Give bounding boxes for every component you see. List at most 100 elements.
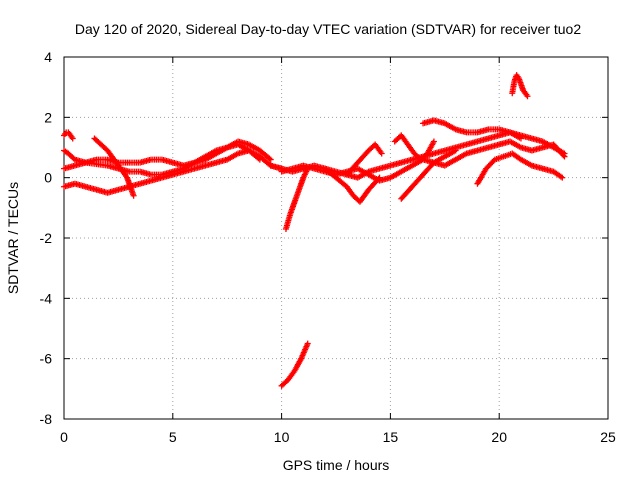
- data-point-dense: [62, 148, 70, 156]
- data-point: [524, 93, 531, 100]
- data-point-dense: [405, 142, 417, 156]
- grid: [64, 57, 608, 419]
- data-point: [378, 150, 385, 157]
- data-point-dense: [112, 158, 123, 171]
- data-point-dense: [356, 166, 371, 177]
- data-point-dense: [105, 149, 116, 162]
- data-point: [69, 135, 76, 142]
- x-tick-label: 25: [600, 429, 616, 445]
- y-tick-label: 0: [44, 170, 52, 186]
- data-point-dense: [454, 151, 469, 162]
- data-point-dense: [388, 169, 403, 180]
- x-tick-label: 15: [383, 429, 399, 445]
- x-tick-label: 20: [491, 429, 507, 445]
- data-point-dense: [432, 154, 447, 165]
- data-point-dense: [419, 151, 430, 162]
- data-point-dense: [214, 145, 229, 156]
- data-point-dense: [516, 76, 524, 86]
- data-point: [561, 153, 568, 160]
- data-point-dense: [518, 82, 526, 92]
- data-point-dense: [323, 166, 338, 180]
- data-point-dense: [552, 169, 564, 180]
- data-point-dense: [279, 377, 290, 388]
- data-point-dense: [399, 184, 415, 201]
- data-point-dense: [203, 148, 218, 159]
- data-point: [452, 147, 459, 154]
- data-point-dense: [443, 148, 458, 159]
- data-point-dense: [99, 142, 110, 153]
- data-point-dense: [66, 151, 77, 162]
- data-point-dense: [399, 133, 410, 146]
- data-point-dense: [355, 148, 371, 165]
- data-point: [304, 340, 311, 347]
- series-track-i: [278, 340, 311, 389]
- data-point-dense: [203, 151, 218, 162]
- data-point-dense: [443, 157, 458, 168]
- data-point-dense: [247, 142, 262, 153]
- data-point-dense: [225, 139, 240, 150]
- data-point-dense: [508, 139, 523, 150]
- data-point: [267, 156, 274, 163]
- data-point-dense: [124, 176, 137, 198]
- data-points: [61, 72, 568, 389]
- y-tick-label: -4: [40, 290, 53, 306]
- data-point-dense: [443, 121, 458, 132]
- data-point: [130, 192, 137, 199]
- x-tick-label: 5: [169, 429, 177, 445]
- data-point-dense: [344, 160, 360, 177]
- data-point-dense: [225, 151, 240, 162]
- data-point-dense: [373, 142, 384, 156]
- series-track-e: [91, 135, 137, 199]
- data-point-dense: [410, 172, 425, 189]
- data-point-dense: [258, 154, 273, 168]
- chart-title: Day 120 of 2020, Sidereal Day-to-day VTE…: [75, 21, 582, 37]
- data-point-dense: [425, 139, 437, 156]
- series-track-k: [343, 141, 385, 178]
- data-point-dense: [475, 167, 489, 186]
- data-point-dense: [301, 167, 310, 180]
- data-point: [517, 135, 524, 142]
- data-point: [559, 174, 566, 181]
- series-track-d: [61, 129, 76, 142]
- series-track-o: [474, 150, 566, 187]
- data-point-dense: [510, 151, 523, 162]
- series-track-n: [420, 117, 524, 142]
- y-tick-label: 2: [44, 109, 52, 125]
- x-tick-label: 0: [60, 429, 68, 445]
- data-point-dense: [258, 148, 273, 162]
- data-point-dense: [357, 188, 371, 204]
- data-point-dense: [511, 73, 520, 83]
- series-track-m: [391, 132, 437, 163]
- data-point-dense: [519, 157, 534, 168]
- y-tick-label: -2: [40, 230, 53, 246]
- x-axis-label: GPS time / hours: [283, 457, 390, 473]
- y-axis-label: SDTVAR / TECUs: [5, 182, 21, 294]
- data-point-dense: [399, 163, 414, 174]
- data-point-dense: [334, 175, 349, 189]
- data-point-dense: [509, 79, 518, 95]
- data-point: [304, 165, 311, 172]
- series-track-h: [282, 165, 311, 232]
- data-point-dense: [508, 130, 523, 141]
- data-point-dense: [298, 342, 311, 361]
- data-point-dense: [247, 148, 262, 159]
- data-point-dense: [344, 185, 356, 198]
- data-point: [376, 174, 383, 181]
- y-tick-label: -6: [40, 351, 53, 367]
- data-point-dense: [484, 157, 497, 171]
- data-point: [430, 138, 437, 145]
- data-point-dense: [92, 136, 103, 147]
- series-track-j: [322, 165, 383, 205]
- series-track-b: [61, 138, 274, 172]
- series-track-l: [398, 147, 459, 202]
- data-point-dense: [286, 369, 297, 382]
- data-point-dense: [551, 142, 567, 159]
- data-point-dense: [366, 175, 382, 192]
- x-tick-label: 10: [274, 429, 290, 445]
- data-point-dense: [292, 357, 304, 373]
- data-point-dense: [421, 160, 436, 177]
- data-point-dense: [118, 167, 130, 180]
- y-tick-label: -8: [40, 411, 53, 427]
